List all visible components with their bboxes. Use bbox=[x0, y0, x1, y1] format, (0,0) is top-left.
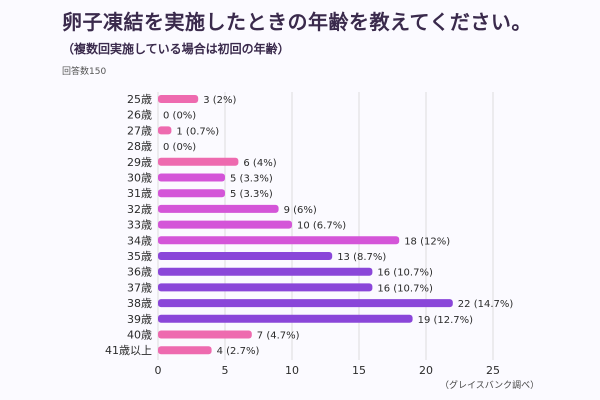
bar bbox=[158, 220, 292, 229]
category-label: 32歳 bbox=[127, 203, 152, 216]
x-tick-label: 15 bbox=[352, 364, 366, 377]
x-tick-label: 20 bbox=[419, 364, 433, 377]
data-label: 5 (3.3%) bbox=[230, 189, 273, 200]
bar bbox=[158, 314, 413, 323]
category-label: 34歳 bbox=[127, 234, 152, 247]
data-label: 1 (0.7%) bbox=[176, 126, 219, 137]
data-label: 0 (0%) bbox=[163, 111, 196, 122]
category-label: 38歳 bbox=[127, 297, 152, 310]
data-label: 6 (4%) bbox=[243, 158, 276, 169]
data-label: 0 (0%) bbox=[163, 142, 196, 153]
category-label: 39歳 bbox=[127, 313, 152, 326]
category-label: 25歳 bbox=[127, 93, 152, 106]
bar bbox=[158, 252, 333, 260]
data-label: 10 (6.7%) bbox=[297, 221, 346, 232]
data-label: 16 (10.7%) bbox=[377, 283, 433, 294]
bar bbox=[158, 204, 279, 213]
category-label: 37歳 bbox=[127, 281, 152, 294]
source-note: （グレイスバンク調べ） bbox=[440, 381, 540, 391]
x-tick-label: 25 bbox=[486, 364, 500, 377]
bar bbox=[158, 330, 252, 339]
page-title: 卵子凍結を実施したときの年齢を教えてください。 bbox=[62, 10, 532, 34]
data-label: 7 (4.7%) bbox=[257, 331, 300, 342]
bar bbox=[158, 173, 225, 182]
data-label: 3 (2%) bbox=[203, 95, 236, 106]
data-label: 5 (3.3%) bbox=[230, 174, 273, 185]
data-label: 19 (12.7%) bbox=[418, 315, 474, 326]
bar bbox=[158, 95, 199, 103]
category-label: 40歳 bbox=[127, 329, 152, 342]
x-tick-label: 10 bbox=[285, 364, 299, 377]
category-label: 35歳 bbox=[127, 250, 152, 263]
category-label: 30歳 bbox=[127, 172, 152, 185]
category-label: 27歳 bbox=[127, 124, 152, 137]
bar bbox=[158, 189, 225, 198]
category-label: 31歳 bbox=[127, 187, 152, 200]
category-label: 33歳 bbox=[127, 219, 152, 232]
data-label: 9 (6%) bbox=[284, 205, 317, 216]
bar bbox=[158, 236, 400, 245]
data-label: 13 (8.7%) bbox=[337, 252, 386, 263]
category-label: 36歳 bbox=[127, 266, 152, 279]
category-label: 28歳 bbox=[127, 140, 152, 153]
x-tick-label: 5 bbox=[222, 364, 229, 377]
bar bbox=[158, 283, 373, 292]
respondent-count: 回答数150 bbox=[62, 67, 107, 77]
category-label: 29歳 bbox=[127, 156, 152, 169]
bar bbox=[158, 126, 172, 135]
chart-subtitle: （複数回実施している場合は初回の年齢） bbox=[62, 42, 290, 56]
data-label: 4 (2.7%) bbox=[217, 346, 260, 357]
data-label: 16 (10.7%) bbox=[377, 268, 433, 279]
category-label: 26歳 bbox=[127, 109, 152, 122]
x-tick-label: 0 bbox=[155, 364, 162, 377]
bar bbox=[158, 299, 453, 308]
category-label: 41歳以上 bbox=[105, 344, 152, 357]
bar bbox=[158, 157, 239, 166]
bar bbox=[158, 267, 373, 276]
bar bbox=[158, 346, 212, 355]
data-label: 22 (14.7%) bbox=[458, 299, 514, 310]
data-label: 18 (12%) bbox=[404, 236, 450, 247]
